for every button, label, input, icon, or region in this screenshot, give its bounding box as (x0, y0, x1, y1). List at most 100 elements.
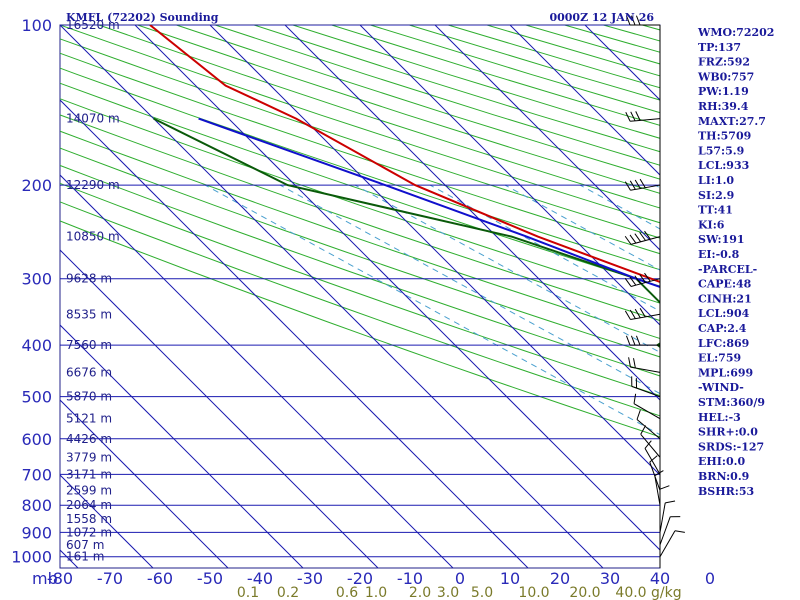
wind-barb (640, 425, 661, 458)
plot-frame (59, 24, 661, 569)
height-label: 6676 m (66, 365, 112, 379)
wind-barb (631, 376, 661, 398)
chart-title: KMFL (72202) Sounding (66, 11, 219, 24)
height-label: 607 m (66, 538, 104, 552)
height-label: 9628 m (66, 272, 112, 286)
temperature-tick-label: 40 (650, 569, 670, 588)
index-value: MPL:699 (698, 366, 753, 379)
wind-barb-flag (625, 335, 631, 346)
wind-barb-flag (644, 440, 652, 449)
index-value: -PARCEL- (698, 263, 757, 276)
series-line-parcel (198, 117, 660, 288)
series-line-temperature (149, 25, 660, 284)
wind-barb (625, 335, 660, 346)
temperature-tick-label: -60 (147, 569, 173, 588)
wind-barb (624, 272, 661, 287)
height-label: 5121 m (66, 412, 112, 426)
isotherm-line (60, 25, 604, 568)
wind-barb-flag (659, 485, 670, 490)
dry-adiabat-line (60, 147, 660, 358)
pressure-tick-label: 300 (21, 270, 52, 289)
mixing-ratio-label: 2.0 (409, 585, 431, 600)
wind-barb-flag (625, 15, 631, 26)
wind-barb-flag (635, 111, 641, 121)
pressure-tick-label: 400 (21, 336, 52, 355)
wind-barb-staff (659, 502, 666, 533)
index-value: LFC:869 (698, 337, 749, 350)
index-value: EHI:0.0 (698, 455, 745, 468)
wind-barb-flag (630, 111, 636, 122)
dry-adiabat-line (60, 201, 660, 417)
wind-barb (633, 393, 661, 420)
isotherm-line (60, 174, 454, 568)
index-value: EL:759 (698, 352, 741, 365)
wind-barb-flag (624, 235, 632, 245)
height-label: 14070 m (66, 112, 120, 126)
wind-barb-flag (624, 181, 631, 191)
wind-barb-flag (639, 232, 646, 241)
wind-barb-flag (649, 455, 658, 463)
temperature-tick-label: -50 (197, 569, 223, 588)
wind-barb-flag (639, 308, 646, 318)
wind-barb (628, 357, 661, 373)
dry-adiabat-line (60, 98, 660, 304)
isotherm-line (60, 399, 229, 568)
wind-barb (659, 530, 685, 557)
dry-adiabat-line (60, 130, 660, 340)
index-value: SI:2.9 (698, 189, 734, 202)
height-label: 5870 m (66, 390, 112, 404)
pressure-tick-label: 1000 (11, 548, 52, 567)
wind-barb-flag (636, 409, 641, 420)
wind-barb-flag (639, 274, 646, 283)
wind-barb (659, 500, 676, 533)
mixing-ratio-label: 10.0 (518, 585, 549, 600)
wind-barb-flag (629, 180, 636, 190)
wind-barb-flag (629, 276, 637, 286)
wind-barb-flag (630, 335, 636, 346)
index-value: TH:5709 (698, 130, 751, 143)
index-value: SHR+:0.0 (698, 426, 758, 439)
index-value: CAP:2.4 (698, 322, 747, 335)
wind-barb-staff (654, 475, 661, 506)
temperature-tick-label: -70 (97, 569, 123, 588)
dry-adiabat-line (60, 220, 660, 438)
isotherm-line (60, 249, 379, 568)
wind-barb-staff (636, 419, 661, 440)
wind-barb (625, 15, 660, 26)
mixing-ratio-label: 40.0 (615, 585, 646, 600)
wind-barb (624, 308, 661, 321)
index-value: TT:41 (698, 204, 733, 217)
wind-barb-flag (634, 233, 642, 243)
dry-adiabat-line (60, 164, 660, 377)
index-value: WB0:757 (697, 70, 754, 83)
temperature-tick-label: 0 (455, 569, 465, 588)
index-value: CINH:21 (698, 292, 752, 305)
height-label: 8535 m (66, 307, 112, 321)
isotherm-line (60, 99, 529, 568)
wind-barb-flag (674, 530, 685, 533)
index-value: PW:1.19 (698, 85, 749, 98)
wind-barb-flag (633, 358, 636, 369)
index-value: LCL:904 (698, 307, 750, 320)
wind-barb-flag (624, 310, 631, 320)
wind-barb-flag (644, 230, 651, 240)
temperature-tick-label: -10 (397, 569, 423, 588)
index-value: SRDS:-127 (698, 440, 764, 453)
isotherm-line (209, 25, 660, 476)
wind-barb-flag (644, 272, 651, 282)
isotherm-line (60, 324, 304, 568)
pressure-tick-label: 900 (21, 523, 52, 542)
mixing-ratio-label: 3.0 (437, 585, 459, 600)
chart-time: 0000Z 12 JAN 26 (549, 11, 654, 24)
index-value: WMO:72202 (697, 26, 774, 39)
wind-barb-staff (659, 516, 671, 546)
pressure-tick-label: 100 (21, 16, 52, 35)
height-label: 16520 m (66, 18, 120, 32)
isotherm-line (434, 25, 660, 251)
pressure-tick-label: 600 (21, 430, 52, 449)
wind-barb-flag (633, 393, 637, 404)
dry-adiabat-line (60, 182, 660, 397)
wind-barb-flag (635, 15, 641, 26)
